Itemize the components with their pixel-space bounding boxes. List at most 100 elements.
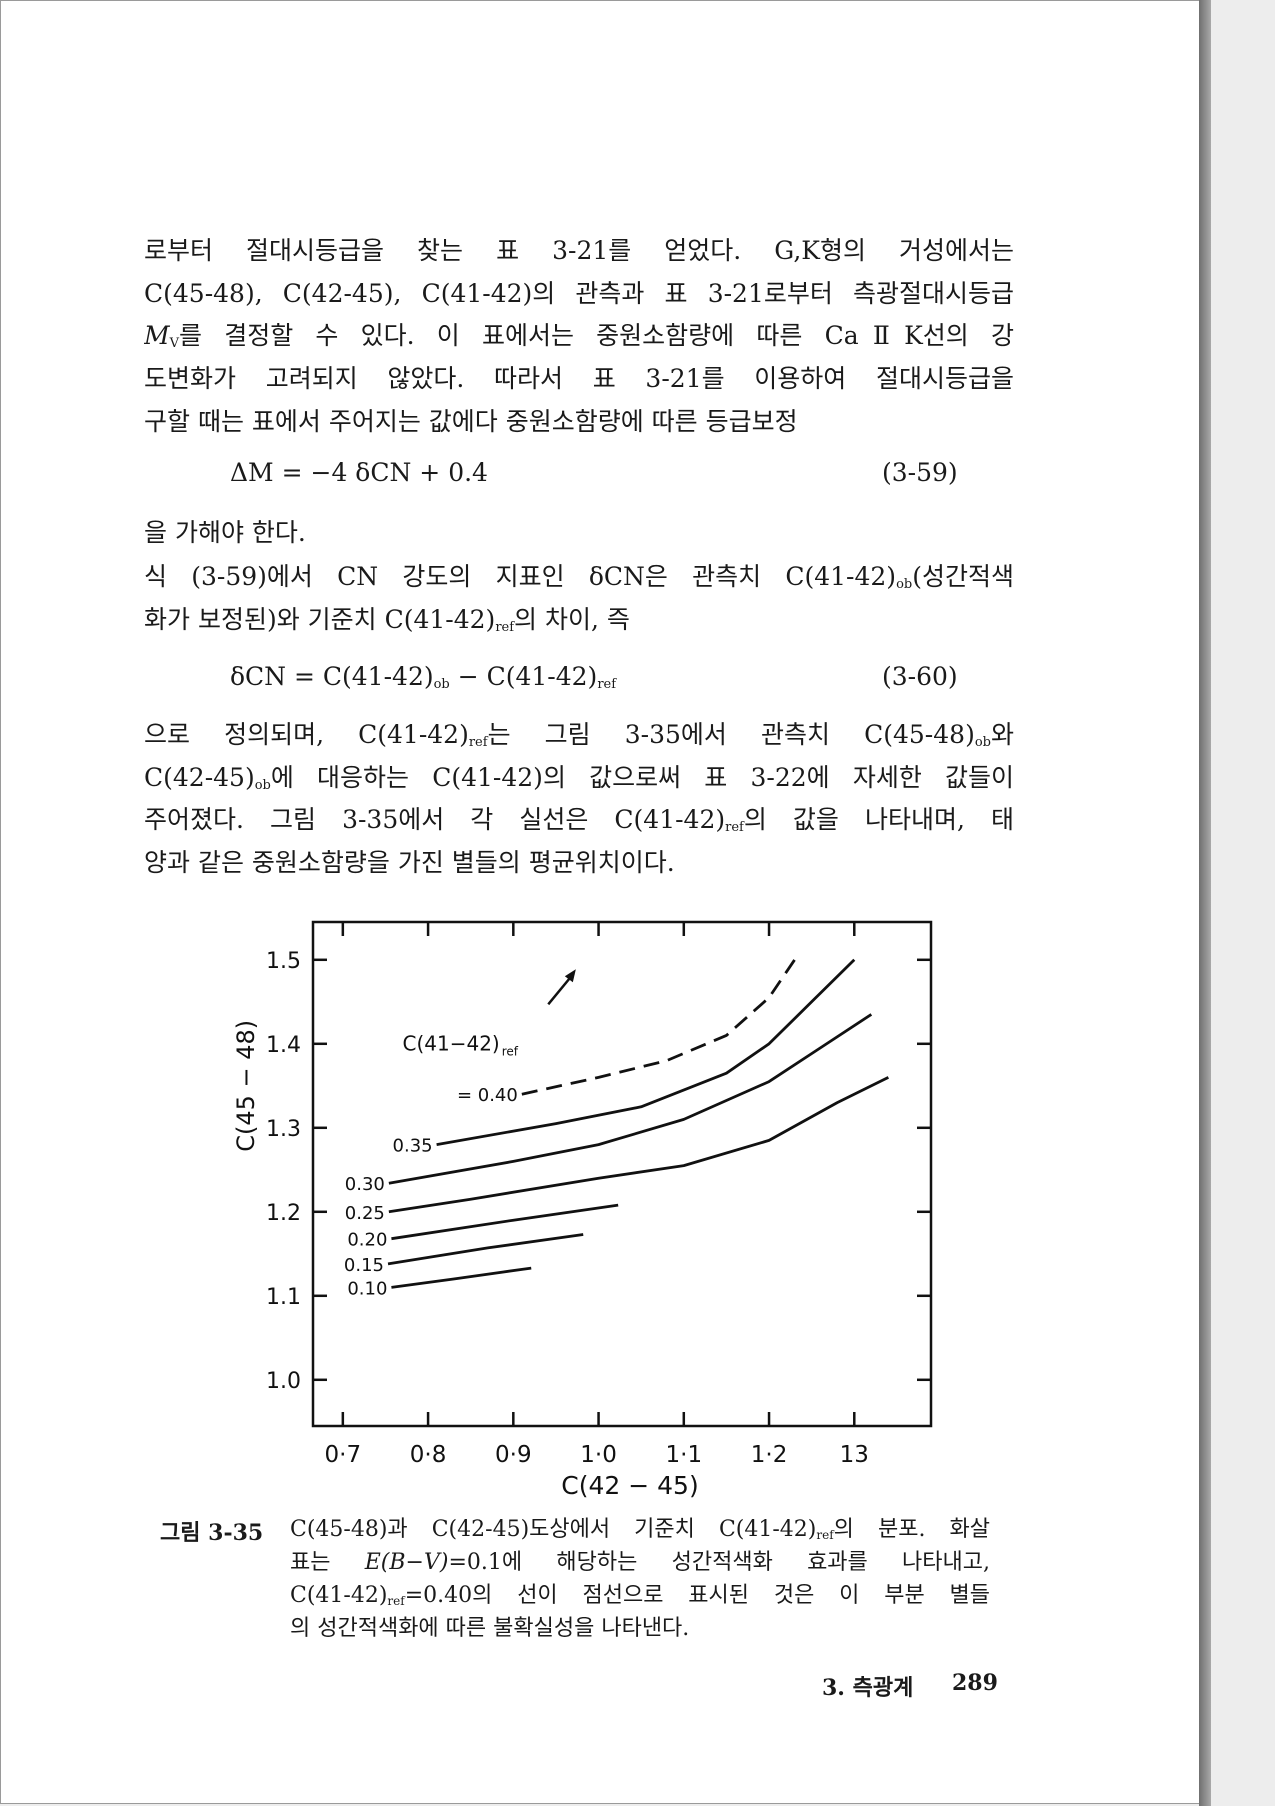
curve-025: [388, 1076, 889, 1214]
text-run: − C(41-42): [449, 662, 598, 691]
page-edge: [1199, 0, 1211, 1806]
subscript: ref: [468, 735, 488, 750]
text-line: 도변화가 고려되지 않았다. 따라서 표 3-21를 이용하여 절대시등급을: [144, 362, 1014, 396]
text-run: 식 (3-59)에서 CN 강도의 지표인 δCN은 관측치 C(41-42): [144, 562, 897, 591]
curve-label: 0.10: [347, 1278, 387, 1299]
curve-015: [387, 1233, 584, 1266]
curve-label: 0.25: [345, 1203, 385, 1224]
x-tick-label: 0·7: [325, 1442, 362, 1468]
text-run: 의 성간적색화에 따른 불확실성을 나타낸다.: [290, 1616, 690, 1641]
x-tick-label: 1·2: [751, 1442, 788, 1468]
equation-3-59: ΔM = −4 δCN + 0.4: [230, 456, 488, 490]
text-run: 에 대응하는 C(41-42)의 값으로써 표 3-22에 자세한 값들이: [270, 763, 1014, 792]
legend-title-main: C(41−42): [403, 1032, 500, 1056]
text-run: δCN = C(41-42): [230, 662, 434, 691]
curve-label: 0.20: [347, 1230, 387, 1251]
text-run: 의 값을 나타내며, 태: [743, 805, 1014, 834]
figure-3-35-chart: 0·7 0·8 0·9 1·0 1·1 1·2 13 1.5 1.4 1.3 1.2 1.1 1.0 C(…: [232, 920, 933, 1500]
text-line: 양과 같은 중원소함량을 가진 별들의 평균위치이다.: [144, 846, 1014, 880]
x-tick-label: 0·9: [495, 1442, 532, 1468]
text-run: 는 그림 3-35에서 관측치 C(45-48): [487, 720, 975, 749]
subscript: ob: [896, 577, 913, 592]
text-run: 화가 보정된)와 기준치 C(41-42): [144, 605, 496, 634]
text-run: C(42-45): [144, 763, 255, 792]
italic-symbol: E(B−V): [364, 1550, 449, 1575]
subscript: ref: [816, 1528, 834, 1542]
text-run: 도변화가 고려되지 않았다. 따라서 표 3-21를 이용하여 절대시등급을: [144, 364, 1014, 393]
text-run: 양과 같은 중원소함량을 가진 별들의 평균위치이다.: [144, 848, 675, 877]
equation-3-60: δCN = C(41-42)ob − C(41-42)ref: [230, 660, 616, 702]
text-run: 로부터 절대시등급을 찾는 표 3-21를 얻었다. G,K형의 거성에서는: [144, 236, 1014, 265]
x-tick-label: 1·1: [666, 1442, 703, 1468]
text-run: 의 차이, 즉: [514, 605, 630, 634]
text-line: MV를 결정할 수 있다. 이 표에서는 중원소함량에 따른 CaⅡK선의 강: [144, 319, 1014, 353]
caption-line: C(41-42)ref=0.40의 선이 점선으로 표시된 것은 이 부분 별들: [290, 1581, 990, 1611]
arrow-head-icon: [564, 969, 576, 983]
caption-line: 의 성간적색화에 따른 불확실성을 나타낸다.: [290, 1614, 990, 1644]
subscript: ob: [433, 677, 450, 692]
text-line: 로부터 절대시등급을 찾는 표 3-21를 얻었다. G,K형의 거성에서는: [144, 234, 1014, 268]
text-run: 을 가해야 한다.: [144, 518, 306, 547]
page-number: 289: [952, 1670, 998, 1696]
y-tick-label: 1.1: [266, 1285, 301, 1310]
text-line: 으로 정의되며, C(41-42)ref는 그림 3-35에서 관측치 C(45…: [144, 718, 1014, 752]
subscript: V: [169, 336, 179, 351]
text-run: 주어졌다. 그림 3-35에서 각 실선은 C(41-42): [144, 805, 726, 834]
figure-label: 그림 3-35: [160, 1520, 264, 1546]
caption-line: C(45-48)과 C(42-45)도상에서 기준치 C(41-42)ref의 …: [290, 1515, 990, 1545]
legend-title-subscript: ref: [502, 1045, 519, 1059]
subscript: ref: [725, 820, 744, 835]
running-footer-section: 3. 측광계: [822, 1675, 914, 1701]
equation-number-3-60: (3-60): [882, 662, 958, 691]
text-run: 구할 때는 표에서 주어지는 값에다 중원소함량에 따른 등급보정: [144, 407, 798, 436]
text-line: 식 (3-59)에서 CN 강도의 지표인 δCN은 관측치 C(41-42)o…: [144, 560, 1014, 594]
curve-label: 0.15: [344, 1255, 384, 1276]
text-run: =0.1에 해당하는 성간적색화 효과를 나타내고,: [448, 1550, 990, 1575]
x-axis-label: C(42 − 45): [561, 1471, 698, 1500]
y-tick-label: 1.5: [266, 949, 301, 974]
y-tick-label: 1.2: [266, 1201, 301, 1226]
legend-title: C(41−42) ref: [403, 1032, 519, 1059]
curve-040: [521, 959, 796, 1096]
text-line: C(42-45)ob에 대응하는 C(41-42)의 값으로써 표 3-22에 …: [144, 761, 1014, 795]
text-run: (성간적색: [912, 562, 1014, 591]
text-line: 을 가해야 한다.: [144, 516, 1014, 550]
italic-symbol: M: [144, 321, 170, 350]
text-run: C(41-42): [290, 1583, 388, 1608]
y-axis-label: C(45 − 48): [232, 1020, 260, 1152]
x-tick-label: 13: [840, 1442, 869, 1468]
equation-number-3-59: (3-59): [882, 458, 958, 487]
subscript: ref: [597, 677, 617, 692]
curve-label: = 0.40: [457, 1085, 518, 1106]
curve-label: 0.30: [345, 1174, 385, 1195]
curve-010: [391, 1266, 532, 1289]
caption-line: 표는 E(B−V)=0.1에 해당하는 성간적색화 효과를 나타내고,: [290, 1548, 990, 1578]
subscript: ob: [974, 735, 991, 750]
text-run: 으로 정의되며, C(41-42): [144, 720, 469, 749]
y-tick-label: 1.0: [266, 1369, 301, 1394]
text-line: 화가 보정된)와 기준치 C(41-42)ref의 차이, 즉: [144, 603, 1014, 645]
subscript: ref: [495, 620, 515, 635]
curve-030: [388, 1013, 873, 1185]
curve-020: [391, 1203, 619, 1241]
text-run: C(45-48), C(42-45), C(41-42)의 관측과 표 3-21…: [144, 279, 1014, 308]
text-run: 를 결정할 수 있다. 이 표에서는 중원소함량에 따른 CaⅡK선의 강: [179, 321, 1014, 350]
text-line: 주어졌다. 그림 3-35에서 각 실선은 C(41-42)ref의 값을 나타…: [144, 803, 1014, 837]
text-run: 의 분포. 화살: [833, 1517, 990, 1542]
curve-035: [436, 958, 856, 1146]
book-page: [0, 0, 1200, 1804]
y-tick-label: 1.4: [266, 1033, 301, 1058]
text-run: 표는: [290, 1550, 365, 1575]
x-tick-label: 0·8: [410, 1442, 447, 1468]
subscript: ob: [254, 778, 271, 793]
y-tick-label: 1.3: [266, 1117, 301, 1142]
text-line: 구할 때는 표에서 주어지는 값에다 중원소함량에 따른 등급보정: [144, 405, 1014, 439]
x-tick-label: 1·0: [580, 1442, 617, 1468]
plot-frame: [311, 920, 933, 1428]
curve-label: 0.35: [393, 1136, 433, 1157]
text-run: =0.40의 선이 점선으로 표시된 것은 이 부분 별들: [404, 1583, 990, 1608]
text-run: ΔM = −4 δCN + 0.4: [230, 458, 488, 487]
text-run: 와: [990, 720, 1014, 749]
text-line: C(45-48), C(42-45), C(41-42)의 관측과 표 3-21…: [144, 277, 1014, 311]
text-run: C(45-48)과 C(42-45)도상에서 기준치 C(41-42): [290, 1517, 817, 1542]
